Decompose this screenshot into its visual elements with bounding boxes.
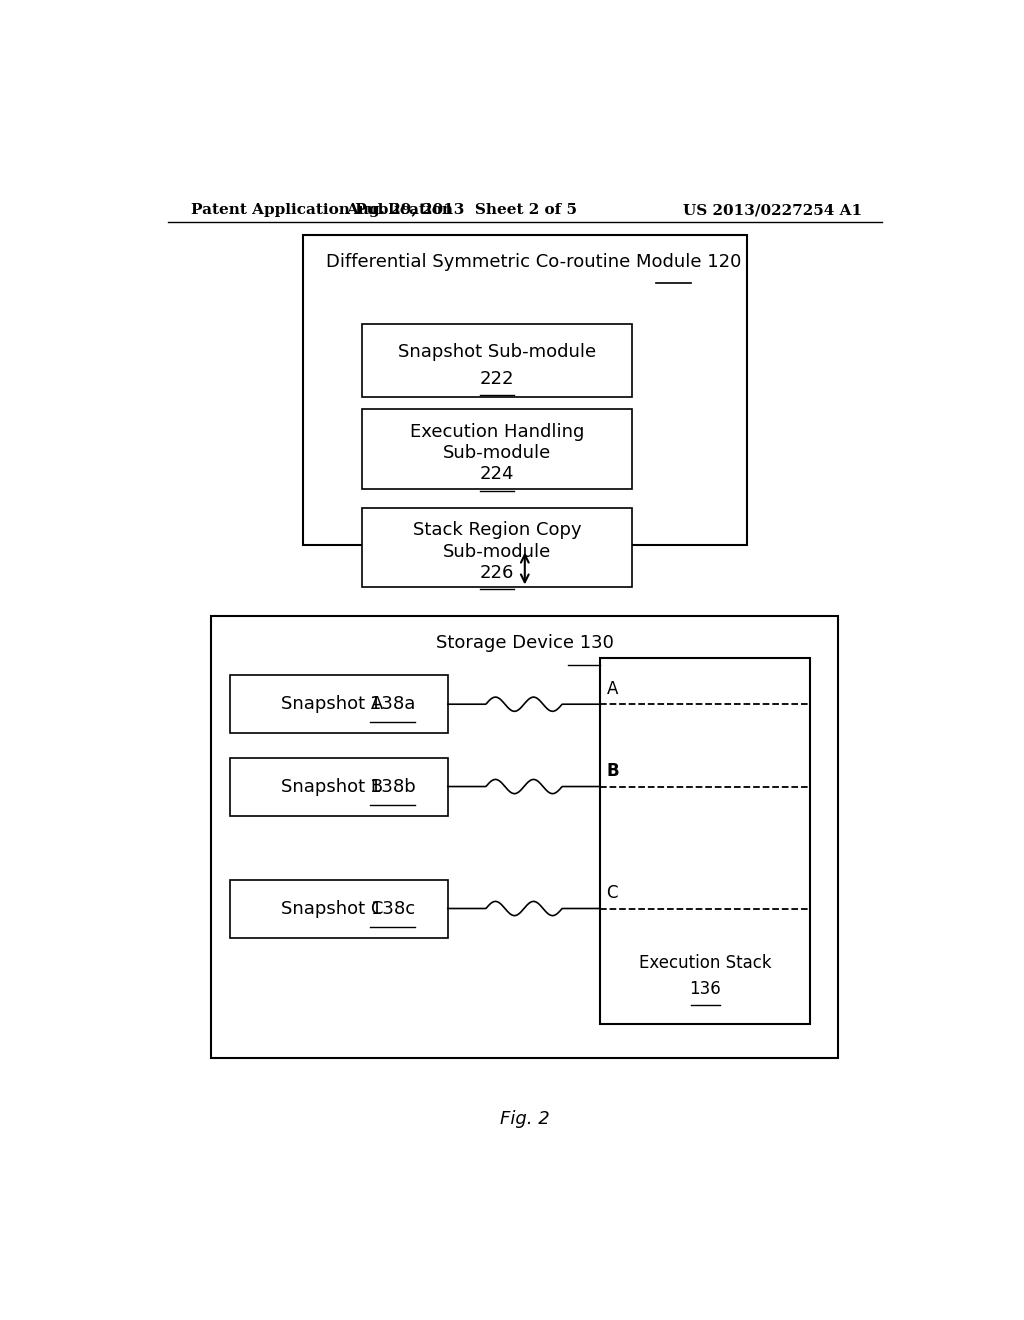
Text: A: A [606, 680, 617, 698]
Text: 224: 224 [480, 466, 514, 483]
Text: Sub-module: Sub-module [443, 444, 551, 462]
Text: Patent Application Publication: Patent Application Publication [191, 203, 454, 216]
Text: Differential Symmetric Co-routine Module 120: Differential Symmetric Co-routine Module… [327, 253, 741, 271]
Text: Fig. 2: Fig. 2 [500, 1110, 550, 1127]
Text: 222: 222 [480, 370, 514, 388]
Text: 138a: 138a [370, 694, 416, 713]
Text: Snapshot C: Snapshot C [281, 900, 389, 917]
Text: 138c: 138c [371, 900, 415, 917]
FancyBboxPatch shape [362, 325, 632, 397]
Text: C: C [606, 884, 618, 903]
Text: Sub-module: Sub-module [443, 543, 551, 561]
Text: Execution Handling: Execution Handling [410, 422, 585, 441]
Text: US 2013/0227254 A1: US 2013/0227254 A1 [683, 203, 862, 216]
Text: B: B [606, 763, 620, 780]
Text: Execution Stack: Execution Stack [639, 954, 772, 973]
FancyBboxPatch shape [362, 508, 632, 587]
Text: 138b: 138b [370, 777, 416, 796]
Text: Snapshot B: Snapshot B [281, 777, 389, 796]
FancyBboxPatch shape [211, 615, 839, 1057]
Text: Aug. 29, 2013  Sheet 2 of 5: Aug. 29, 2013 Sheet 2 of 5 [346, 203, 577, 216]
FancyBboxPatch shape [229, 675, 447, 733]
Text: Stack Region Copy: Stack Region Copy [413, 521, 582, 540]
Text: Storage Device 130: Storage Device 130 [436, 634, 613, 652]
FancyBboxPatch shape [600, 659, 811, 1024]
FancyBboxPatch shape [229, 880, 447, 939]
FancyBboxPatch shape [362, 409, 632, 488]
Text: 136: 136 [689, 979, 721, 998]
Text: Snapshot Sub-module: Snapshot Sub-module [398, 343, 596, 360]
FancyBboxPatch shape [229, 758, 447, 816]
Text: Snapshot A: Snapshot A [281, 694, 389, 713]
FancyBboxPatch shape [303, 235, 748, 545]
Text: 226: 226 [480, 564, 514, 582]
